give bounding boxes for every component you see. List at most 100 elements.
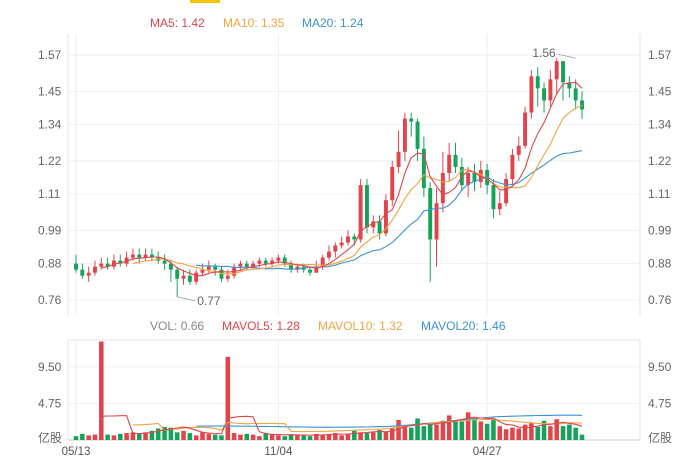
- candle: [219, 266, 224, 282]
- candle: [105, 257, 110, 270]
- candle: [542, 82, 547, 113]
- candle: [561, 61, 565, 101]
- price-y-tick-right: 0.99: [648, 223, 672, 237]
- candle-body: [573, 88, 578, 101]
- volume-bar: [282, 436, 288, 440]
- price-y-tick-right: 0.76: [648, 293, 672, 307]
- candle-body: [466, 172, 471, 186]
- volume-bar: [459, 421, 465, 440]
- volume-bar: [478, 421, 484, 440]
- candle-body: [421, 148, 426, 189]
- ma20-legend-label: MA20: [302, 16, 334, 30]
- candle-body: [105, 263, 110, 267]
- price-y-tick-left: 1.34: [38, 118, 62, 132]
- volume-bar: [257, 436, 262, 440]
- candle-body: [276, 257, 281, 261]
- volume-y-tick-right: 4.75: [648, 396, 672, 410]
- volume-bar: [117, 433, 123, 440]
- candle: [168, 260, 173, 282]
- x-date-label: 05/13: [62, 446, 91, 458]
- candle: [573, 79, 578, 110]
- mavol5-legend: MAVOL5: 1.28: [222, 319, 300, 333]
- volume-panel: [73, 341, 585, 440]
- candle: [333, 242, 338, 258]
- candle-body: [314, 266, 319, 273]
- volume-bar: [554, 419, 559, 440]
- volume-bar: [333, 433, 338, 440]
- candle: [346, 230, 350, 246]
- candle-body: [194, 272, 199, 282]
- volume-bar: [219, 435, 224, 440]
- volume-bar: [573, 427, 578, 440]
- candle-body: [542, 88, 547, 101]
- volume-bar: [200, 432, 205, 440]
- volume-bar: [187, 433, 193, 440]
- ma20-legend-value: 1.24: [340, 16, 364, 30]
- vol-legend-value: 0.66: [181, 319, 205, 333]
- candle-body: [396, 151, 401, 167]
- candle: [289, 260, 294, 273]
- candle: [523, 106, 528, 149]
- candle: [137, 248, 142, 264]
- mavol20-line: [196, 414, 583, 428]
- price-y-tick-left: 0.99: [38, 223, 62, 237]
- candle: [421, 136, 426, 198]
- mavol20-legend-label: MAVOL20: [421, 319, 476, 333]
- volume-bar: [168, 427, 174, 440]
- price-y-tick-left: 0.88: [38, 257, 62, 271]
- volume-bar: [244, 433, 250, 440]
- candle: [327, 245, 331, 261]
- candle-body: [383, 200, 388, 234]
- volume-bar: [73, 436, 79, 440]
- volume-bar: [250, 434, 256, 440]
- candle: [86, 266, 91, 282]
- ma10-legend-label: MA10: [223, 16, 255, 30]
- ma5-legend-value: 1.42: [181, 16, 205, 30]
- candle-body: [529, 76, 534, 113]
- candle-body: [580, 100, 584, 110]
- candle-body: [447, 154, 452, 173]
- candle-body: [346, 236, 350, 243]
- x-date-label: 04/27: [473, 446, 502, 458]
- candle-body: [289, 263, 294, 270]
- price-y-tick-right: 1.57: [648, 48, 672, 62]
- low-annotation: 0.77: [177, 294, 221, 308]
- candle-body: [390, 166, 395, 201]
- candle-body: [86, 272, 91, 276]
- candle-body: [200, 269, 205, 273]
- candle: [535, 67, 540, 107]
- candle-body: [282, 257, 287, 264]
- candle-body: [238, 263, 243, 267]
- candle-body: [162, 260, 167, 264]
- candle: [510, 148, 515, 186]
- candle: [402, 112, 407, 161]
- candle: [270, 257, 275, 267]
- volume-bar: [377, 430, 382, 440]
- candle-body: [440, 172, 445, 204]
- annotation-label: 0.77: [197, 294, 221, 308]
- candle: [213, 263, 218, 276]
- volume-bar: [415, 418, 420, 440]
- price-y-tick-right: 0.88: [648, 257, 672, 271]
- candle-body: [358, 185, 363, 240]
- volume-bar: [364, 433, 370, 440]
- candle-body: [181, 275, 186, 279]
- candle-body: [251, 263, 256, 267]
- volume-unit-left: 亿股: [38, 430, 62, 445]
- candle: [567, 76, 572, 98]
- candle-body: [137, 254, 142, 258]
- candle: [516, 136, 521, 161]
- candle: [554, 58, 559, 95]
- volume-bar: [510, 427, 515, 440]
- volume-bar: [484, 423, 490, 440]
- volume-bar: [491, 418, 496, 440]
- candle: [497, 191, 502, 216]
- ma5-legend-label: MA5: [150, 16, 175, 30]
- volume-bar: [206, 433, 212, 440]
- candle: [580, 91, 584, 119]
- candle-body: [472, 172, 477, 183]
- candle-body: [453, 154, 458, 167]
- candle-body: [308, 269, 312, 273]
- volume-bar: [149, 430, 155, 440]
- volume-y-tick-right: 9.50: [648, 360, 672, 374]
